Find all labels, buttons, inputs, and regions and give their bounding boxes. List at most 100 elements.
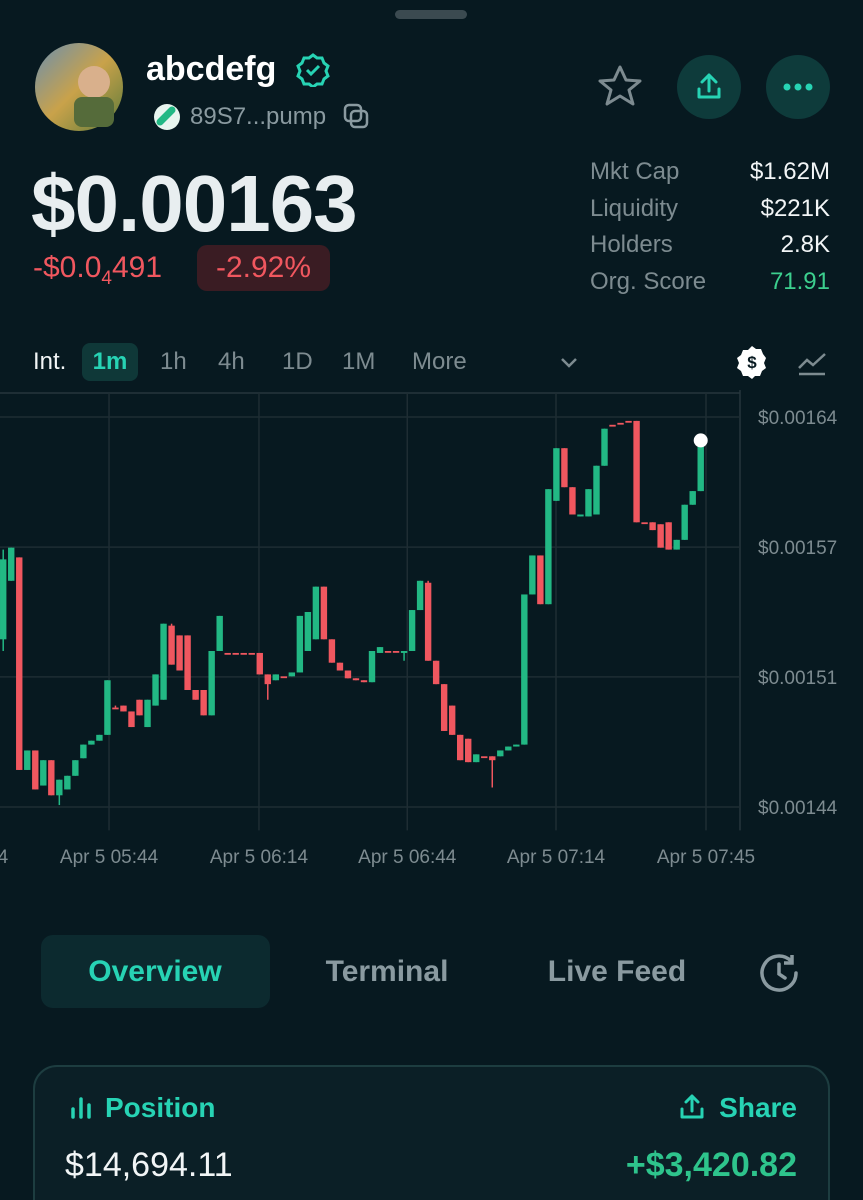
candle-body <box>697 440 704 492</box>
stat-value: $221K <box>760 195 830 222</box>
candle-body <box>649 522 656 531</box>
candle-body <box>224 652 231 655</box>
tab[interactable]: Terminal <box>325 955 449 988</box>
change-zeros: 4 <box>101 268 112 289</box>
history-icon[interactable] <box>756 950 802 996</box>
candle-body <box>248 652 255 655</box>
candle-body <box>152 674 159 706</box>
x-tick-label: Apr 5 06:14 <box>210 847 309 868</box>
change-digits: 491 <box>111 251 163 284</box>
stat-value: 2.8K <box>780 231 830 258</box>
x-tick-label: Apr 5 06:44 <box>358 847 457 868</box>
candle-body <box>96 734 103 741</box>
pill-icon <box>154 104 180 130</box>
share-icon[interactable] <box>677 1092 707 1122</box>
interval-option[interactable]: 1m <box>82 343 138 381</box>
candle-body <box>585 489 592 517</box>
more-chevron <box>561 358 577 368</box>
candle-body <box>633 420 640 523</box>
candle-body <box>72 760 79 776</box>
candle-body <box>192 690 199 700</box>
candle-body <box>352 678 360 681</box>
candle-body <box>136 699 143 716</box>
candle-body <box>168 625 175 665</box>
candle-body <box>424 582 432 661</box>
candle-body <box>400 651 408 653</box>
candle-body <box>240 652 247 655</box>
candle-body <box>64 775 71 790</box>
stat-value: 71.91 <box>769 268 830 295</box>
candle-body <box>681 504 688 540</box>
x-tick-label: Apr 5 07:14 <box>507 847 606 868</box>
candle-body <box>481 756 488 759</box>
candle-body <box>336 662 344 671</box>
candle-body <box>392 651 400 653</box>
candle-body <box>665 522 672 550</box>
candle-body <box>489 756 496 761</box>
stat-label: Liquidity <box>590 195 679 222</box>
candle-body <box>593 465 600 515</box>
position-value: $14,694.11 <box>65 1146 233 1184</box>
candle-body <box>272 674 279 681</box>
interval-option[interactable]: 1D <box>282 348 313 375</box>
candle-body <box>473 754 480 763</box>
current-price: $0.00163 <box>31 159 358 248</box>
token-address: 89S7...pump <box>190 103 327 130</box>
active-tab-bg <box>41 935 270 1008</box>
candle-body <box>553 448 560 501</box>
candle-body <box>497 750 504 757</box>
candle-body <box>368 651 376 683</box>
candle-body <box>673 539 680 550</box>
candle-body <box>641 522 648 525</box>
y-tick-label: $0.00144 <box>758 798 838 819</box>
candle-body <box>128 711 135 728</box>
candle-body <box>112 707 119 710</box>
position-title: Position <box>105 1092 216 1123</box>
candle-body <box>16 557 23 770</box>
candle-body <box>617 422 624 425</box>
candle-body <box>160 623 167 700</box>
candle-body <box>0 559 7 640</box>
position-card <box>33 1065 830 1200</box>
candle-body <box>144 699 151 728</box>
candle-body <box>312 586 320 640</box>
y-tick-label: $0.00151 <box>758 668 837 689</box>
interval-option[interactable]: 4h <box>218 348 245 375</box>
tab[interactable]: Overview <box>88 955 222 988</box>
candle-body <box>360 680 368 683</box>
interval-option[interactable]: More <box>412 348 467 375</box>
token-name: abcdefg <box>146 50 277 88</box>
interval-option[interactable]: 1M <box>342 348 376 375</box>
candle-body <box>529 555 536 595</box>
share-button[interactable] <box>677 55 741 119</box>
candle-body <box>80 744 87 759</box>
candle-body <box>184 635 191 690</box>
candle-body <box>216 615 223 651</box>
candle-body <box>280 676 288 679</box>
more-button[interactable] <box>766 55 830 119</box>
share-link[interactable]: Share <box>719 1092 797 1123</box>
avatar[interactable] <box>34 42 124 132</box>
copy-icon[interactable] <box>343 103 371 131</box>
candle-body <box>256 652 263 675</box>
candle-body <box>408 610 416 651</box>
chart-type-toggle[interactable] <box>796 346 828 378</box>
candle-body <box>657 524 664 548</box>
candle-body <box>456 734 464 761</box>
tab[interactable]: Live Feed <box>547 955 687 988</box>
favorite-button[interactable] <box>597 64 643 110</box>
candle-body <box>24 750 31 770</box>
y-tick-label: $0.00157 <box>758 538 837 559</box>
change-prefix: -$0.0 <box>33 251 102 284</box>
candle-body <box>577 514 584 517</box>
candle-body <box>432 660 440 685</box>
currency-toggle[interactable]: $ <box>736 344 768 380</box>
candle-body <box>120 705 127 712</box>
interval-option[interactable]: 1h <box>160 348 187 375</box>
candle-body <box>537 555 544 605</box>
position-pnl: +$3,420.82 <box>625 1146 797 1184</box>
candle-body <box>88 740 95 745</box>
candle-body <box>505 746 512 751</box>
candle-body <box>569 487 576 515</box>
